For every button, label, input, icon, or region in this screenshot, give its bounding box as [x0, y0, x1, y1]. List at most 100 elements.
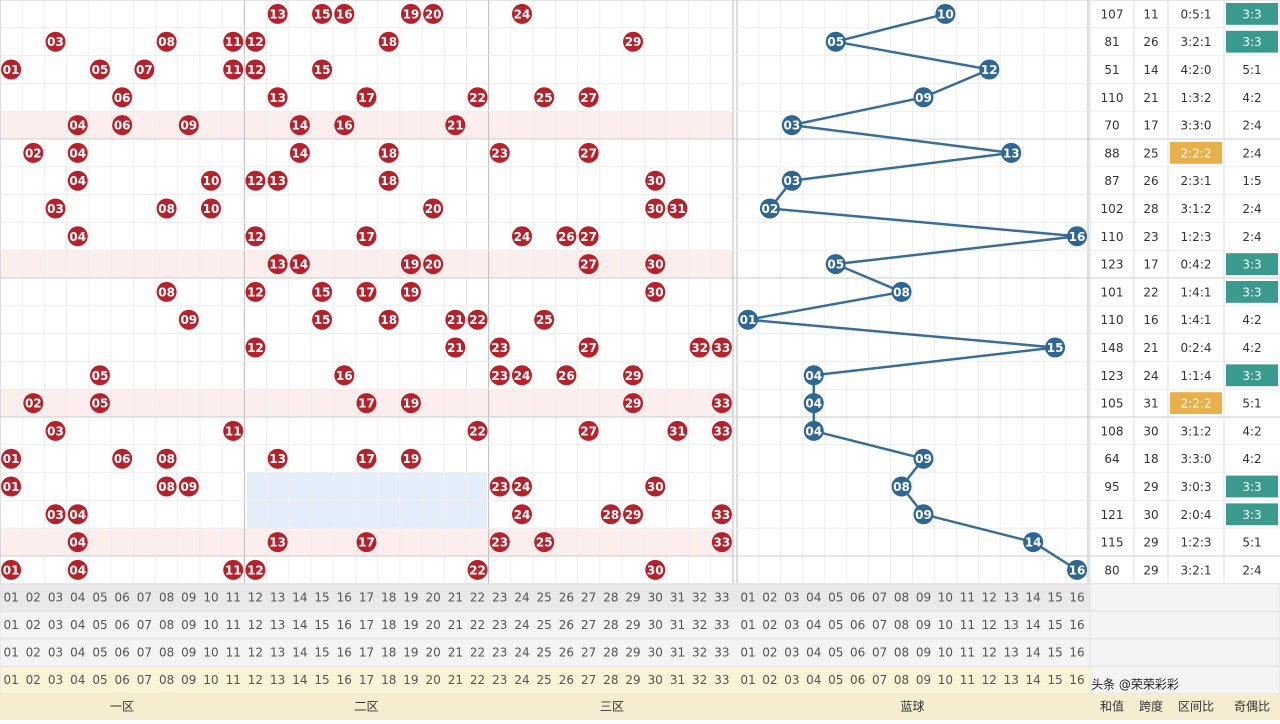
- footer-number: 08: [159, 618, 174, 632]
- footer-number: 19: [403, 590, 418, 604]
- red-ball-number: 09: [180, 119, 197, 133]
- footer-number: 04: [70, 673, 85, 687]
- stat-zone-ratio: 3:0:3: [1181, 480, 1212, 494]
- red-ball-number: 20: [425, 202, 442, 216]
- footer-number: 30: [648, 673, 663, 687]
- stat-zone-ratio: 1:1:4: [1181, 369, 1212, 383]
- footer-number: 04: [70, 590, 85, 604]
- red-ball: [645, 170, 666, 191]
- footer-number: 28: [603, 673, 618, 687]
- red-ball-number: 01: [3, 452, 20, 466]
- stat-odd-even: 4:2: [1242, 452, 1261, 466]
- red-ball-number: 30: [647, 285, 664, 299]
- stat-odd-even: 3:3: [1242, 480, 1261, 494]
- footer-number: 25: [537, 590, 552, 604]
- footer-number: 07: [137, 673, 152, 687]
- red-ball: [489, 365, 510, 386]
- red-ball: [400, 393, 421, 414]
- red-ball-number: 09: [180, 480, 197, 494]
- footer-number: 13: [270, 590, 285, 604]
- footer-number: 01: [3, 590, 18, 604]
- footer-number: 15: [1047, 618, 1062, 632]
- row-band: [0, 111, 733, 139]
- red-ball: [645, 476, 666, 497]
- footer-number: 32: [692, 590, 707, 604]
- red-ball: [400, 254, 421, 275]
- red-ball-number: 15: [314, 285, 331, 299]
- footer-row: [0, 583, 1091, 612]
- red-ball-number: 15: [314, 7, 331, 21]
- stat-sum: 148: [1101, 341, 1124, 355]
- red-ball: [711, 337, 732, 358]
- footer-number: 03: [48, 673, 63, 687]
- stat-sum: 108: [1101, 424, 1124, 438]
- red-ball: [378, 31, 399, 52]
- footer-number: 14: [292, 618, 307, 632]
- footer-number: 09: [181, 645, 196, 659]
- red-ball-number: 06: [114, 452, 131, 466]
- red-ball-number: 18: [380, 313, 397, 327]
- red-ball-number: 01: [3, 63, 20, 77]
- red-ball-number: 05: [92, 369, 109, 383]
- stat-zone-ratio: 2:3:1: [1181, 174, 1212, 188]
- red-ball-number: 12: [247, 230, 264, 244]
- footer-number: 01: [740, 590, 755, 604]
- stat-odd-even: 2:4: [1242, 119, 1261, 133]
- red-ball-number: 17: [358, 91, 375, 105]
- footer-number: 12: [982, 590, 997, 604]
- footer-number: 29: [625, 590, 640, 604]
- red-ball: [534, 309, 555, 330]
- stat-zone-ratio: 1:3:2: [1181, 91, 1212, 105]
- footer-number: 25: [537, 618, 552, 632]
- footer-number: 12: [982, 645, 997, 659]
- footer-number: 12: [982, 618, 997, 632]
- stat-zone-ratio: 1:4:1: [1181, 285, 1212, 299]
- footer-number: 20: [425, 673, 440, 687]
- blue-ball-number: 14: [1025, 536, 1042, 550]
- footer-number: 09: [181, 618, 196, 632]
- red-ball-number: 03: [47, 35, 64, 49]
- footer-number: 23: [492, 618, 507, 632]
- blue-ball: [1045, 337, 1066, 358]
- red-ball-number: 05: [92, 397, 109, 411]
- footer-number: 16: [1069, 673, 1084, 687]
- footer-number: 05: [92, 645, 107, 659]
- footer-number: 16: [337, 590, 352, 604]
- blue-ball-number: 10: [937, 7, 954, 21]
- odd-even-bg: [1226, 30, 1278, 53]
- red-ball: [711, 532, 732, 553]
- footer-number: 02: [26, 618, 41, 632]
- blue-ball-number: 04: [805, 397, 822, 411]
- stat-odd-even: 3:3: [1242, 258, 1261, 272]
- red-ball: [67, 142, 88, 163]
- footer-number: 10: [203, 673, 218, 687]
- blue-ball-number: 15: [1047, 341, 1064, 355]
- footer-number: 02: [26, 645, 41, 659]
- footer-number: 25: [537, 673, 552, 687]
- blue-ball: [913, 87, 934, 108]
- red-ball-number: 13: [269, 536, 286, 550]
- red-ball: [67, 115, 88, 136]
- blue-ball: [891, 476, 912, 497]
- blue-ball-number: 16: [1069, 563, 1086, 577]
- red-ball-number: 12: [247, 63, 264, 77]
- red-ball: [489, 337, 510, 358]
- stat-span: 29: [1143, 536, 1158, 550]
- footer-number: 10: [203, 590, 218, 604]
- red-ball: [223, 559, 244, 580]
- footer-number: 09: [916, 590, 931, 604]
- red-ball: [112, 448, 133, 469]
- footer-number: 23: [492, 590, 507, 604]
- stat-sum: 110: [1101, 91, 1124, 105]
- footer-number: 05: [828, 618, 843, 632]
- red-ball-number: 02: [25, 146, 42, 160]
- stat-zone-ratio: 1:4:1: [1181, 313, 1212, 327]
- red-ball-number: 19: [403, 258, 420, 272]
- red-ball: [356, 393, 377, 414]
- footer-number: 04: [70, 618, 85, 632]
- red-ball-number: 08: [158, 35, 175, 49]
- red-ball: [312, 3, 333, 24]
- stat-span: 23: [1143, 230, 1158, 244]
- red-ball: [312, 59, 333, 80]
- red-ball-number: 21: [447, 341, 464, 355]
